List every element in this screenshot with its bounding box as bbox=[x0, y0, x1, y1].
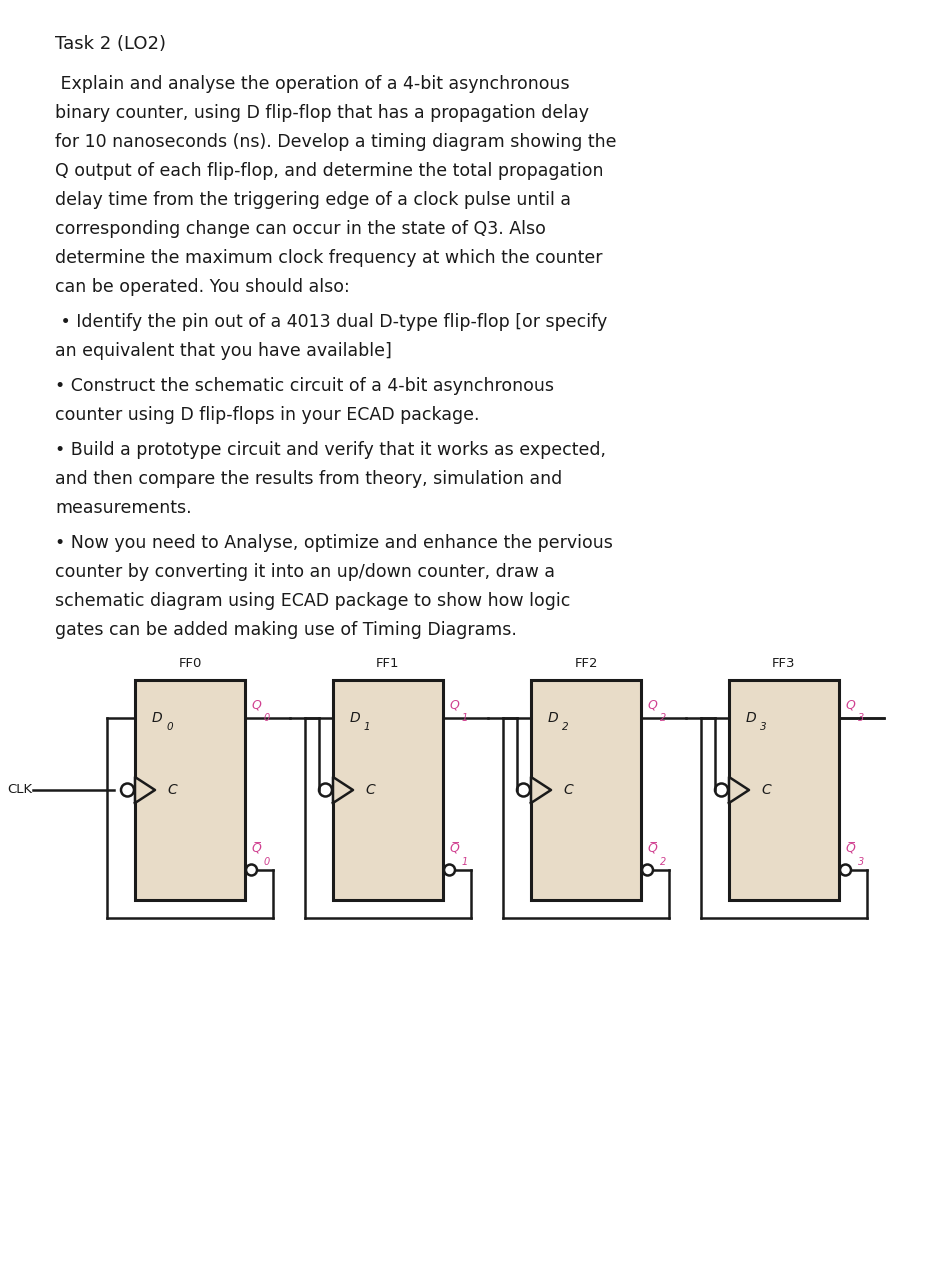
Text: Q̅: Q̅ bbox=[449, 844, 459, 856]
Text: D: D bbox=[350, 710, 361, 724]
Text: counter using D flip-flops in your ECAD package.: counter using D flip-flops in your ECAD … bbox=[55, 406, 480, 424]
Text: binary counter, using D flip-flop that has a propagation delay: binary counter, using D flip-flop that h… bbox=[55, 104, 589, 122]
Text: 2: 2 bbox=[660, 858, 667, 867]
Text: an equivalent that you have available]: an equivalent that you have available] bbox=[55, 342, 392, 360]
Text: can be operated. You should also:: can be operated. You should also: bbox=[55, 278, 349, 296]
Text: 1: 1 bbox=[462, 713, 469, 723]
Polygon shape bbox=[531, 777, 551, 803]
Text: Q: Q bbox=[647, 699, 657, 712]
Text: for 10 nanoseconds (ns). Develop a timing diagram showing the: for 10 nanoseconds (ns). Develop a timin… bbox=[55, 133, 617, 151]
Text: 0: 0 bbox=[166, 722, 173, 732]
Text: Q̅: Q̅ bbox=[845, 844, 854, 856]
Text: C: C bbox=[365, 783, 375, 797]
Text: Q̅: Q̅ bbox=[251, 844, 261, 856]
Text: Q: Q bbox=[845, 699, 854, 712]
Text: Q: Q bbox=[449, 699, 459, 712]
Bar bbox=[333, 680, 443, 900]
Text: Q̅: Q̅ bbox=[647, 844, 657, 856]
Text: • Build a prototype circuit and verify that it works as expected,: • Build a prototype circuit and verify t… bbox=[55, 442, 606, 460]
Text: • Now you need to Analyse, optimize and enhance the pervious: • Now you need to Analyse, optimize and … bbox=[55, 534, 613, 552]
Text: 3: 3 bbox=[760, 722, 766, 732]
Text: 1: 1 bbox=[462, 858, 469, 867]
Text: • Construct the schematic circuit of a 4-bit asynchronous: • Construct the schematic circuit of a 4… bbox=[55, 378, 554, 396]
Text: 1: 1 bbox=[364, 722, 371, 732]
Text: C: C bbox=[761, 783, 771, 797]
Text: Task 2 (LO2): Task 2 (LO2) bbox=[55, 35, 166, 52]
Text: counter by converting it into an up/down counter, draw a: counter by converting it into an up/down… bbox=[55, 563, 555, 581]
Text: 0: 0 bbox=[264, 713, 270, 723]
Text: D: D bbox=[548, 710, 559, 724]
Bar bbox=[531, 680, 641, 900]
Text: FF3: FF3 bbox=[772, 657, 795, 669]
Text: Explain and analyse the operation of a 4-bit asynchronous: Explain and analyse the operation of a 4… bbox=[55, 76, 570, 93]
Bar bbox=[729, 680, 839, 900]
Text: 2: 2 bbox=[562, 722, 569, 732]
Text: delay time from the triggering edge of a clock pulse until a: delay time from the triggering edge of a… bbox=[55, 191, 571, 209]
Text: FF2: FF2 bbox=[575, 657, 598, 669]
Text: 3: 3 bbox=[858, 713, 864, 723]
Text: D: D bbox=[746, 710, 757, 724]
Polygon shape bbox=[135, 777, 155, 803]
Text: Q: Q bbox=[251, 699, 261, 712]
Text: C: C bbox=[563, 783, 573, 797]
Text: 3: 3 bbox=[858, 858, 864, 867]
Polygon shape bbox=[729, 777, 749, 803]
Bar bbox=[135, 680, 245, 900]
Text: 0: 0 bbox=[264, 858, 270, 867]
Text: FF1: FF1 bbox=[377, 657, 400, 669]
Text: determine the maximum clock frequency at which the counter: determine the maximum clock frequency at… bbox=[55, 250, 603, 268]
Text: D: D bbox=[152, 710, 162, 724]
Text: FF0: FF0 bbox=[178, 657, 202, 669]
Text: CLK: CLK bbox=[7, 783, 32, 796]
Text: schematic diagram using ECAD package to show how logic: schematic diagram using ECAD package to … bbox=[55, 591, 570, 611]
Text: gates can be added making use of Timing Diagrams.: gates can be added making use of Timing … bbox=[55, 621, 516, 639]
Text: corresponding change can occur in the state of Q3. Also: corresponding change can occur in the st… bbox=[55, 220, 546, 238]
Text: measurements.: measurements. bbox=[55, 499, 192, 517]
Text: • Identify the pin out of a 4013 dual D-type flip-flop [or specify: • Identify the pin out of a 4013 dual D-… bbox=[55, 314, 608, 332]
Text: C: C bbox=[167, 783, 177, 797]
Text: 2: 2 bbox=[660, 713, 667, 723]
Text: and then compare the results from theory, simulation and: and then compare the results from theory… bbox=[55, 470, 562, 488]
Polygon shape bbox=[333, 777, 353, 803]
Text: Q output of each flip-flop, and determine the total propagation: Q output of each flip-flop, and determin… bbox=[55, 163, 604, 180]
